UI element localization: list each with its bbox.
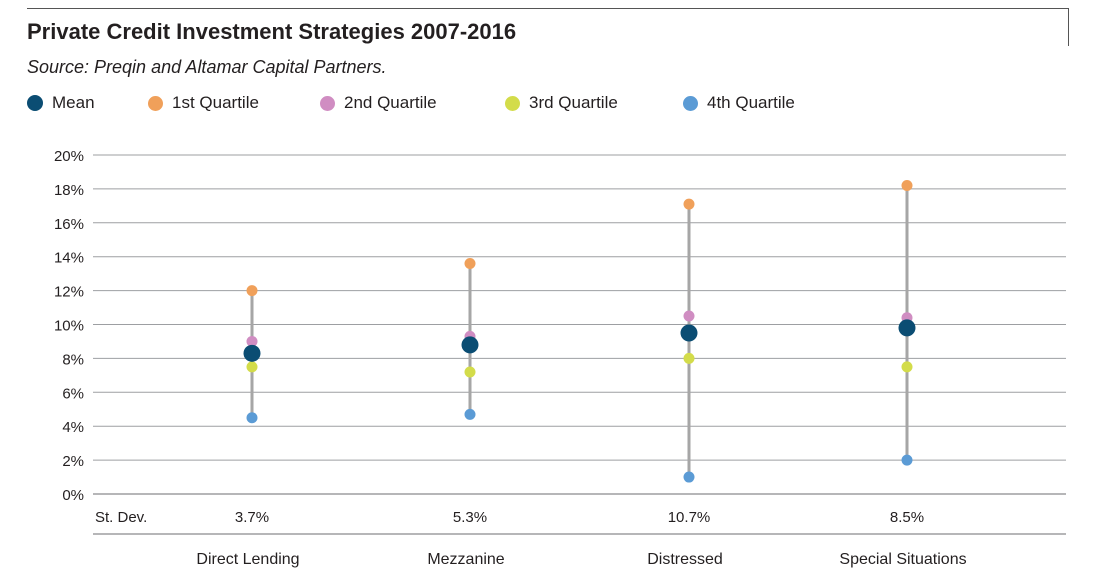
mean-point (243, 344, 261, 362)
y-tick-label: 8% (62, 351, 84, 368)
frame-top-border (27, 8, 1069, 9)
mean-point (898, 319, 916, 337)
quartile-point (683, 310, 695, 322)
quartile-point (464, 257, 476, 269)
legend-swatch-q4 (683, 95, 698, 111)
x-category-label: Direct Lending (196, 551, 299, 568)
quartile-point (464, 408, 476, 420)
legend-swatch-q3 (505, 95, 520, 111)
quartile-point (246, 412, 258, 424)
legend-item-q3: 3rd Quartile (505, 93, 618, 113)
quartile-point (464, 366, 476, 378)
y-tick-label: 0% (62, 487, 84, 504)
quartile-point (246, 335, 258, 347)
quartile-point (683, 471, 695, 483)
y-tick-label: 4% (62, 419, 84, 436)
quartile-point (683, 352, 695, 364)
quartile-point (901, 361, 913, 373)
y-tick-label: 20% (54, 148, 84, 165)
legend: Mean 1st Quartile 2nd Quartile 3rd Quart… (27, 93, 1067, 115)
y-tick-label: 16% (54, 216, 84, 233)
mean-point (680, 324, 698, 342)
legend-swatch-q2 (320, 95, 335, 111)
mean-point (461, 336, 479, 354)
legend-label-q3: 3rd Quartile (529, 93, 618, 112)
frame-right-border (1068, 8, 1069, 46)
legend-label-q4: 4th Quartile (707, 93, 795, 112)
quartile-point (901, 454, 913, 466)
quartile-point (683, 198, 695, 210)
legend-item-q2: 2nd Quartile (320, 93, 437, 113)
legend-label-q1: 1st Quartile (172, 93, 259, 112)
stdev-value: 8.5% (890, 509, 924, 526)
legend-item-q4: 4th Quartile (683, 93, 795, 113)
quartile-point (246, 285, 258, 297)
stdev-value: 10.7% (668, 509, 711, 526)
y-tick-label: 2% (62, 453, 84, 470)
stdev-value: 5.3% (453, 509, 487, 526)
y-tick-label: 6% (62, 385, 84, 402)
chart-title: Private Credit Investment Strategies 200… (27, 19, 517, 44)
stdev-label: St. Dev. (95, 509, 147, 526)
legend-item-mean: Mean (27, 93, 95, 113)
legend-item-q1: 1st Quartile (148, 93, 259, 113)
x-category-label: Special Situations (839, 551, 966, 568)
y-tick-label: 12% (54, 284, 84, 301)
x-category-label: Distressed (647, 551, 723, 568)
stdev-value: 3.7% (235, 509, 269, 526)
quartile-point (246, 361, 258, 373)
legend-label-q2: 2nd Quartile (344, 93, 437, 112)
legend-swatch-q1 (148, 95, 163, 111)
legend-label-mean: Mean (52, 93, 95, 112)
y-tick-label: 14% (54, 250, 84, 267)
chart-subtitle: Source: Preqin and Altamar Capital Partn… (27, 57, 387, 77)
y-tick-label: 10% (54, 318, 84, 335)
legend-swatch-mean (27, 95, 43, 111)
y-tick-label: 18% (54, 182, 84, 199)
x-category-label: Mezzanine (427, 551, 504, 568)
quartile-point (901, 180, 913, 192)
